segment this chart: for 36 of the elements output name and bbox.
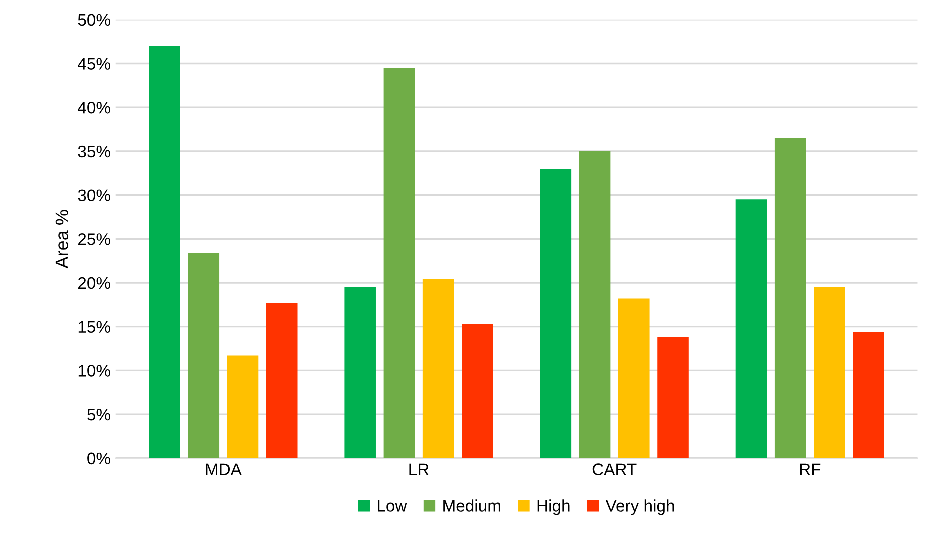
x-tick-label: RF xyxy=(800,464,821,476)
bar xyxy=(344,287,376,458)
legend-label: Low xyxy=(378,500,408,512)
y-tick-label: 30% xyxy=(78,190,110,202)
bar xyxy=(266,303,298,458)
y-tick-label: 35% xyxy=(78,146,110,158)
y-tick-label: 15% xyxy=(78,321,110,334)
bar xyxy=(774,138,806,458)
y-tick-label: 0% xyxy=(88,452,110,465)
y-axis-title: Area % xyxy=(56,210,69,269)
legend-label: Medium xyxy=(444,500,500,512)
y-tick-label: 25% xyxy=(78,234,110,246)
bar xyxy=(853,332,884,458)
y-tick-label: 10% xyxy=(78,365,110,377)
legend-label: Very high xyxy=(606,500,674,516)
y-tick-label: 50% xyxy=(78,14,110,26)
bar xyxy=(736,200,768,458)
y-tick-label: 20% xyxy=(78,277,110,290)
bar xyxy=(579,151,611,458)
bar xyxy=(814,287,846,458)
x-tick-label: MDA xyxy=(206,464,242,476)
x-tick-label: CART xyxy=(592,464,637,476)
y-tick-label: 45% xyxy=(78,58,110,70)
bar xyxy=(540,168,572,458)
x-tick-label: LR xyxy=(410,464,429,476)
legend-label: High xyxy=(538,500,570,516)
y-tick-label: 5% xyxy=(88,409,110,421)
bar xyxy=(149,46,180,458)
y-tick-label: 40% xyxy=(78,102,110,114)
bar xyxy=(384,68,416,458)
bar xyxy=(618,298,650,458)
bar xyxy=(227,356,259,458)
bar xyxy=(188,253,220,458)
bar xyxy=(422,279,454,458)
bar xyxy=(462,324,494,458)
bar xyxy=(658,337,689,458)
